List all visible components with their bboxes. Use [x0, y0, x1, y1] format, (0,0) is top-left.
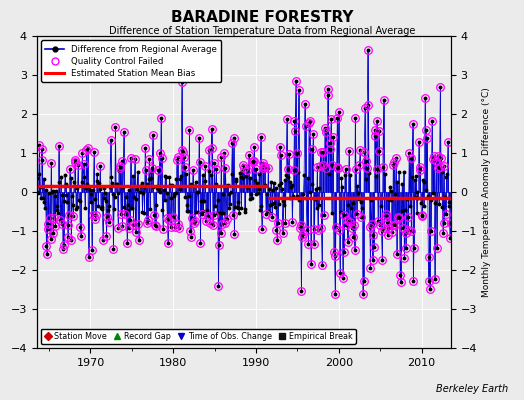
- Text: Berkeley Earth: Berkeley Earth: [436, 384, 508, 394]
- Y-axis label: Monthly Temperature Anomaly Difference (°C): Monthly Temperature Anomaly Difference (…: [483, 87, 492, 297]
- Legend: Station Move, Record Gap, Time of Obs. Change, Empirical Break: Station Move, Record Gap, Time of Obs. C…: [41, 328, 356, 344]
- Text: BARADINE FORESTRY: BARADINE FORESTRY: [171, 10, 353, 25]
- Text: Difference of Station Temperature Data from Regional Average: Difference of Station Temperature Data f…: [109, 26, 415, 36]
